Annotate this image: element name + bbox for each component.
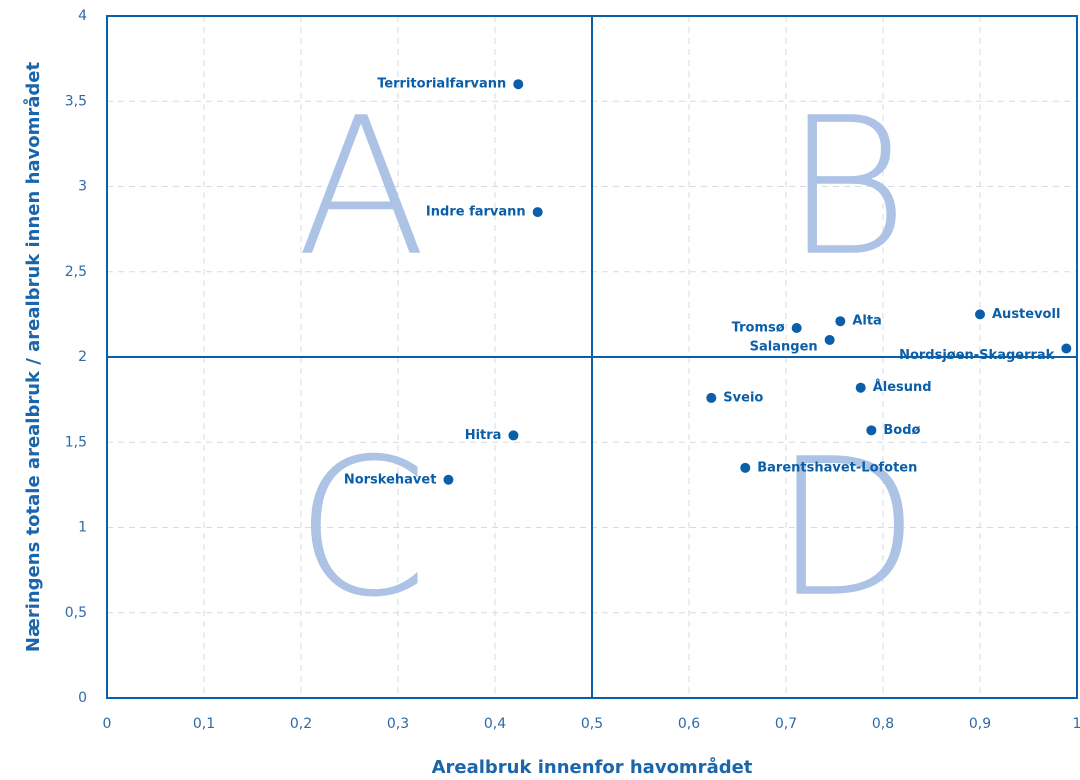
quadrant-label: D [773, 418, 919, 639]
y-tick-label: 0 [78, 690, 87, 706]
y-tick-label: 3,5 [65, 93, 87, 109]
data-point [740, 462, 751, 473]
data-point [706, 392, 717, 403]
data-point [513, 79, 524, 90]
data-point [443, 474, 454, 485]
data-point [791, 323, 802, 334]
data-point [975, 309, 985, 320]
data-point [866, 425, 877, 436]
y-tick-label: 4 [78, 8, 87, 24]
x-tick-label: 0,6 [678, 716, 700, 732]
y-tick-label: 1 [78, 520, 87, 536]
x-tick-label: 0,4 [484, 716, 506, 732]
data-point [824, 334, 835, 345]
x-axis-title: Arealbruk innenfor havområdet [432, 756, 753, 778]
data-point [1061, 343, 1072, 354]
y-tick-label: 2,5 [65, 264, 87, 280]
x-tick-label: 1 [1073, 716, 1080, 732]
point-label: Ålesund [873, 379, 932, 395]
x-tick-label: 0,1 [193, 716, 215, 732]
point-label: Norskehavet [344, 472, 437, 487]
quadrant-label: B [784, 77, 908, 298]
data-point [508, 430, 519, 441]
point-label: Nordsjøen-Skagerrak [899, 348, 1055, 363]
point-label: Bodø [883, 423, 920, 438]
y-axis-title: Næringens totale arealbruk / arealbruk i… [22, 61, 44, 652]
x-tick-label: 0,9 [969, 716, 991, 732]
quadrant-label: C [295, 418, 428, 639]
point-label: Tromsø [732, 321, 785, 336]
x-tick-label: 0,7 [775, 716, 797, 732]
point-label: Salangen [750, 339, 818, 354]
data-point [532, 207, 543, 218]
point-label: Territorialfarvann [377, 77, 506, 92]
y-tick-label: 2 [78, 349, 87, 365]
x-tick-label: 0,8 [872, 716, 894, 732]
x-tick-label: 0,2 [290, 716, 312, 732]
x-tick-label: 0,5 [581, 716, 603, 732]
data-point [855, 382, 866, 393]
quadrant-label: A [297, 77, 427, 298]
y-tick-label: 3 [78, 179, 87, 195]
point-label: Hitra [465, 428, 502, 443]
point-label: Sveio [723, 390, 763, 405]
point-label: Austevoll [992, 307, 1060, 322]
y-tick-label: 1,5 [65, 434, 87, 450]
point-label: Barentshavet-Lofoten [757, 460, 917, 475]
point-label: Indre farvann [426, 205, 526, 220]
data-point [835, 316, 846, 327]
y-tick-label: 0,5 [65, 605, 87, 621]
x-tick-label: 0,3 [387, 716, 409, 732]
x-tick-label: 0 [103, 716, 112, 732]
point-label: Alta [852, 314, 882, 329]
